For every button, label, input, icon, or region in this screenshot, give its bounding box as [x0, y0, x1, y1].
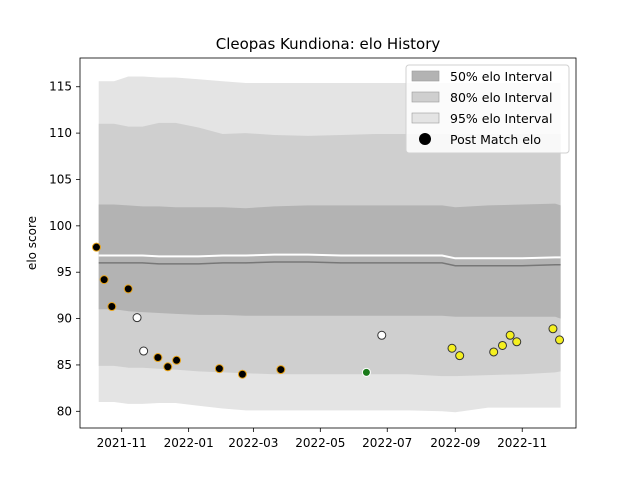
x-tick-label: 2022-07	[362, 436, 412, 450]
post-match-elo-point	[172, 355, 182, 365]
post-match-elo-point	[512, 337, 522, 347]
x-tick-label: 2022-01	[164, 436, 214, 450]
post-match-elo-point	[237, 369, 247, 379]
post-match-elo-point	[276, 365, 286, 375]
post-match-elo-point	[505, 330, 515, 340]
x-tick-label: 2021-11	[97, 436, 147, 450]
band-50-percent	[98, 203, 561, 319]
legend-swatch	[411, 91, 440, 103]
post-match-elo-point	[455, 351, 465, 361]
legend-marker	[419, 133, 431, 145]
post-match-elo-point	[132, 313, 142, 323]
post-match-elo-point	[214, 364, 224, 374]
post-match-elo-point	[123, 284, 133, 294]
post-match-elo-point	[99, 275, 109, 285]
legend-label: Post Match elo	[450, 132, 541, 147]
legend-box	[405, 64, 570, 154]
y-tick-label: 105	[49, 172, 72, 186]
x-tick-label: 2022-05	[295, 436, 345, 450]
post-match-elo-point	[548, 324, 558, 334]
mean-elo-line	[98, 261, 561, 267]
axes-frame	[79, 57, 577, 429]
y-axis-label: elo score	[25, 216, 39, 270]
post-match-elo-point	[139, 346, 149, 356]
post-match-elo-point	[447, 343, 457, 353]
post-match-elo-point	[377, 330, 387, 340]
legend-swatch	[411, 70, 440, 82]
y-tick-label: 95	[57, 265, 72, 279]
y-tick-label: 115	[49, 80, 72, 94]
post-match-elo-point	[555, 335, 565, 345]
post-match-elo-point	[489, 347, 499, 357]
legend-label: 95% elo Interval	[450, 111, 552, 126]
y-tick-label: 110	[49, 126, 72, 140]
x-tick-label: 2022-03	[228, 436, 278, 450]
post-match-elo-point	[497, 340, 507, 350]
chart-title: Cleopas Kundiona: elo History	[216, 35, 441, 53]
y-tick-label: 90	[57, 312, 72, 326]
y-tick-label: 100	[49, 219, 72, 233]
post-match-elo-point	[361, 367, 371, 377]
post-match-elo-point	[107, 302, 117, 312]
legend: 50% elo Interval 80% elo Interval 95% elo …	[405, 64, 570, 154]
plot-area	[91, 76, 565, 413]
post-match-elo-point	[91, 242, 101, 252]
post-match-elo-point	[163, 362, 173, 372]
mean-elo-highlight	[98, 253, 561, 260]
legend-label: 50% elo Interval	[450, 69, 552, 84]
axes: 2021-11 2022-01 2022-03 2022-05 2022-07 2022-…	[49, 80, 547, 450]
x-tick-label: 2022-09	[430, 436, 480, 450]
y-tick-label: 80	[57, 404, 72, 418]
legend-label: 80% elo Interval	[450, 90, 552, 105]
y-tick-label: 85	[57, 358, 72, 372]
post-match-elo-point	[153, 353, 163, 363]
x-tick-label: 2022-11	[497, 436, 547, 450]
legend-swatch	[411, 112, 440, 124]
